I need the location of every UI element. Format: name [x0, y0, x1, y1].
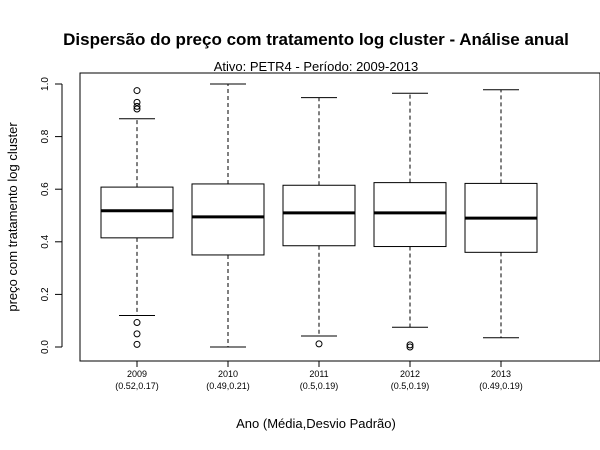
x-tick-label: 2010: [218, 369, 238, 379]
x-axis-labels: 2009 (0.52,0.17) 2010 (0.49,0.21) 2011 (0.5,0…: [115, 361, 523, 391]
box-2011: [282, 97, 356, 348]
x-tick-stats: (0.5,0.19): [300, 381, 339, 391]
iqr-box: [282, 184, 356, 247]
x-tick-stats: (0.5,0.19): [391, 381, 430, 391]
box-2013: [464, 89, 538, 339]
y-tick-label: 0.2: [40, 287, 51, 301]
x-tick-stats: (0.49,0.19): [479, 381, 523, 391]
box-2012: [373, 92, 447, 351]
x-tick-label: 2009: [127, 369, 147, 379]
chart-subtitle: Ativo: PETR4 - Período: 2009-2013: [214, 59, 419, 74]
boxes-group: [100, 83, 538, 351]
y-tick-label: 1.0: [40, 77, 51, 91]
chart-title: Dispersão do preço com tratamento log cl…: [63, 30, 569, 49]
x-tick-stats: (0.52,0.17): [115, 381, 159, 391]
outlier-point: [133, 87, 141, 95]
box-2009: [100, 87, 174, 348]
iqr-box: [100, 186, 174, 239]
plot-frame: [79, 72, 600, 362]
x-tick-label: 2013: [491, 369, 511, 379]
y-axis: 0.0 0.2 0.4 0.6 0.8 1.0: [40, 77, 63, 354]
iqr-box: [373, 182, 447, 248]
x-axis-title: Ano (Média,Desvio Padrão): [236, 416, 396, 431]
y-tick-label: 0.6: [40, 182, 51, 196]
y-axis-title: preço com tratamento log cluster: [5, 122, 20, 312]
y-tick-label: 0.4: [40, 234, 51, 248]
x-tick-label: 2011: [309, 369, 328, 379]
outlier-point: [133, 330, 141, 338]
iqr-box: [191, 183, 265, 256]
outlier-point: [133, 98, 141, 106]
outlier-point: [133, 340, 141, 348]
outlier-point: [406, 343, 414, 351]
outlier-point: [133, 319, 141, 327]
outlier-point: [133, 102, 141, 110]
outlier-point: [406, 341, 414, 349]
y-tick-label: 0.0: [40, 340, 51, 354]
box-2010: [191, 83, 265, 348]
outlier-point: [133, 105, 141, 113]
x-tick-label: 2012: [400, 369, 420, 379]
outlier-point: [315, 340, 323, 348]
y-tick-label: 0.8: [40, 129, 51, 143]
x-tick-stats: (0.49,0.21): [206, 381, 250, 391]
